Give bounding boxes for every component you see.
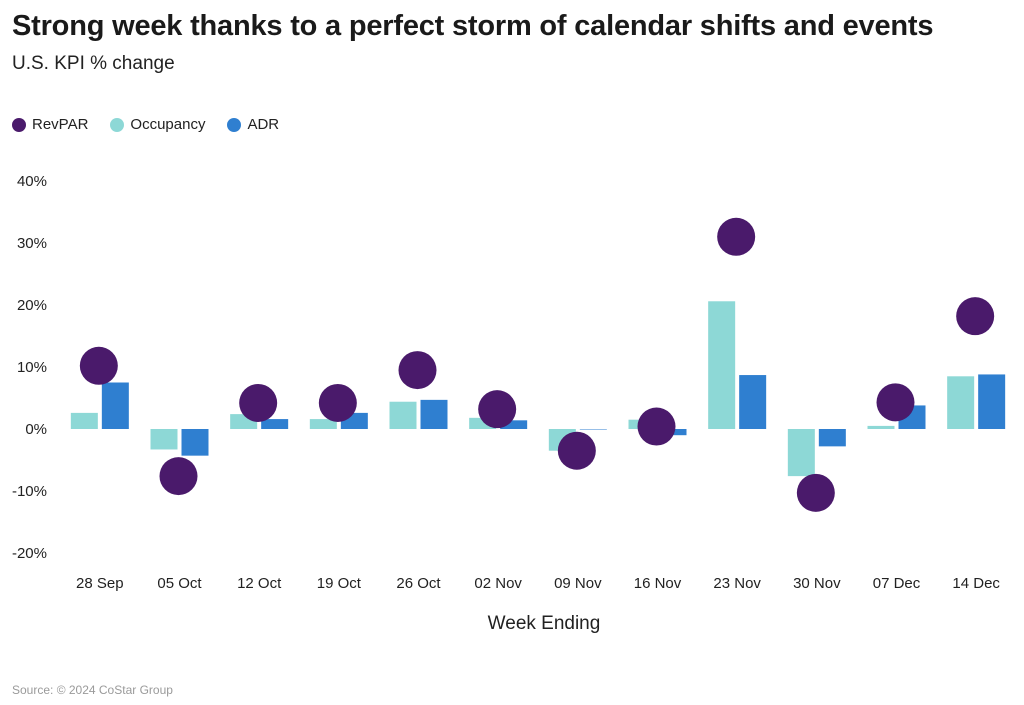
occupancy-bar (947, 376, 975, 429)
adr-bar (420, 399, 448, 429)
y-tick-label: -10% (12, 483, 47, 500)
y-tick-label: 30% (17, 235, 47, 252)
legend-swatch-revpar (12, 117, 26, 132)
x-tick-label: 14 Dec (952, 575, 1000, 592)
x-tick-label: 23 Nov (713, 575, 761, 592)
legend-item-occupancy: Occupancy (110, 116, 205, 133)
occupancy-bar (70, 412, 98, 429)
adr-bar (739, 375, 767, 429)
revpar-point (717, 217, 756, 256)
occupancy-bar (309, 419, 337, 429)
x-tick-label: 05 Oct (157, 575, 202, 592)
revpar-point (159, 457, 198, 496)
occupancy-bar (867, 425, 895, 429)
legend-item-adr: ADR (227, 116, 279, 133)
revpar-point (796, 473, 835, 512)
adr-bar (818, 429, 846, 447)
y-tick-label: 0% (25, 421, 47, 438)
x-tick-label: 30 Nov (793, 575, 841, 592)
revpar-point (557, 431, 596, 470)
legend-swatch-adr (227, 117, 242, 132)
x-tick-label: 02 Nov (474, 575, 522, 592)
occupancy-bar (708, 301, 736, 429)
x-tick-label: 07 Dec (873, 575, 921, 592)
legend-swatch-occupancy (110, 117, 125, 132)
revpar-point (956, 297, 995, 336)
x-tick-label: 16 Nov (634, 575, 682, 592)
adr-bar (101, 382, 129, 429)
x-tick-label: 09 Nov (554, 575, 602, 592)
x-tick-label: 12 Oct (237, 575, 282, 592)
adr-bar (500, 420, 528, 429)
occupancy-bar (150, 429, 178, 450)
adr-bar (579, 429, 607, 430)
adr-bar (978, 374, 1006, 429)
legend-item-revpar: RevPAR (12, 116, 88, 133)
chart-subtitle: U.S. KPI % change (12, 53, 175, 74)
revpar-point (398, 351, 437, 390)
revpar-point (478, 390, 517, 429)
revpar-point (239, 383, 278, 422)
revpar-point (876, 383, 915, 422)
x-tick-label: 19 Oct (317, 575, 362, 592)
x-tick-label: 26 Oct (396, 575, 441, 592)
occupancy-bar (389, 401, 417, 429)
y-tick-label: 20% (17, 297, 47, 314)
legend-label-adr: ADR (247, 116, 280, 133)
occupancy-bar (787, 429, 815, 477)
revpar-point (318, 383, 357, 422)
y-tick-label: -20% (12, 545, 47, 562)
revpar-point (79, 346, 118, 385)
legend-label-occupancy: Occupancy (130, 116, 206, 133)
y-tick-label: 10% (17, 359, 47, 376)
adr-bar (181, 429, 209, 456)
occupancy-bar (469, 417, 497, 429)
y-tick-label: 40% (17, 173, 47, 190)
revpar-point (637, 407, 676, 446)
chart-title: Strong week thanks to a perfect storm of… (12, 10, 934, 42)
source-note: Source: © 2024 CoStar Group (12, 683, 173, 697)
x-tick-label: 28 Sep (76, 575, 124, 592)
adr-bar (261, 419, 289, 429)
legend-label-revpar: RevPAR (32, 116, 89, 133)
x-axis-title: Week Ending (488, 613, 601, 634)
legend: RevPAR Occupancy ADR (12, 116, 279, 133)
